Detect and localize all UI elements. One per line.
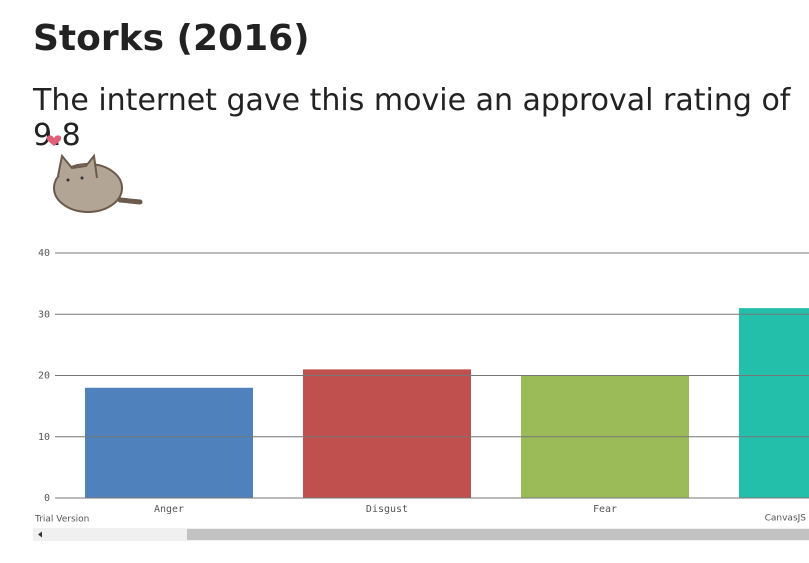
y-tick-label: 0 <box>44 493 50 504</box>
bar <box>303 369 471 498</box>
trial-text: Trial Version <box>34 515 89 525</box>
scrollbar-thumb[interactable] <box>187 529 809 540</box>
y-tick-label: 10 <box>38 432 50 443</box>
page-subtitle: The internet gave this movie an approval… <box>33 83 791 153</box>
credit-text: CanvasJS <box>765 514 807 524</box>
cat-image <box>46 135 143 213</box>
bar <box>739 308 809 498</box>
y-tick-label: 40 <box>38 248 50 259</box>
bar <box>85 387 253 498</box>
x-tick-label: Anger <box>154 504 184 515</box>
scroll-left-arrow[interactable] <box>38 531 42 538</box>
x-tick-label: Fear <box>593 504 617 515</box>
page-title: Storks (2016) <box>33 18 310 59</box>
x-tick-label: Disgust <box>366 504 408 515</box>
y-tick-label: 30 <box>38 309 50 320</box>
y-tick-label: 20 <box>38 371 50 382</box>
